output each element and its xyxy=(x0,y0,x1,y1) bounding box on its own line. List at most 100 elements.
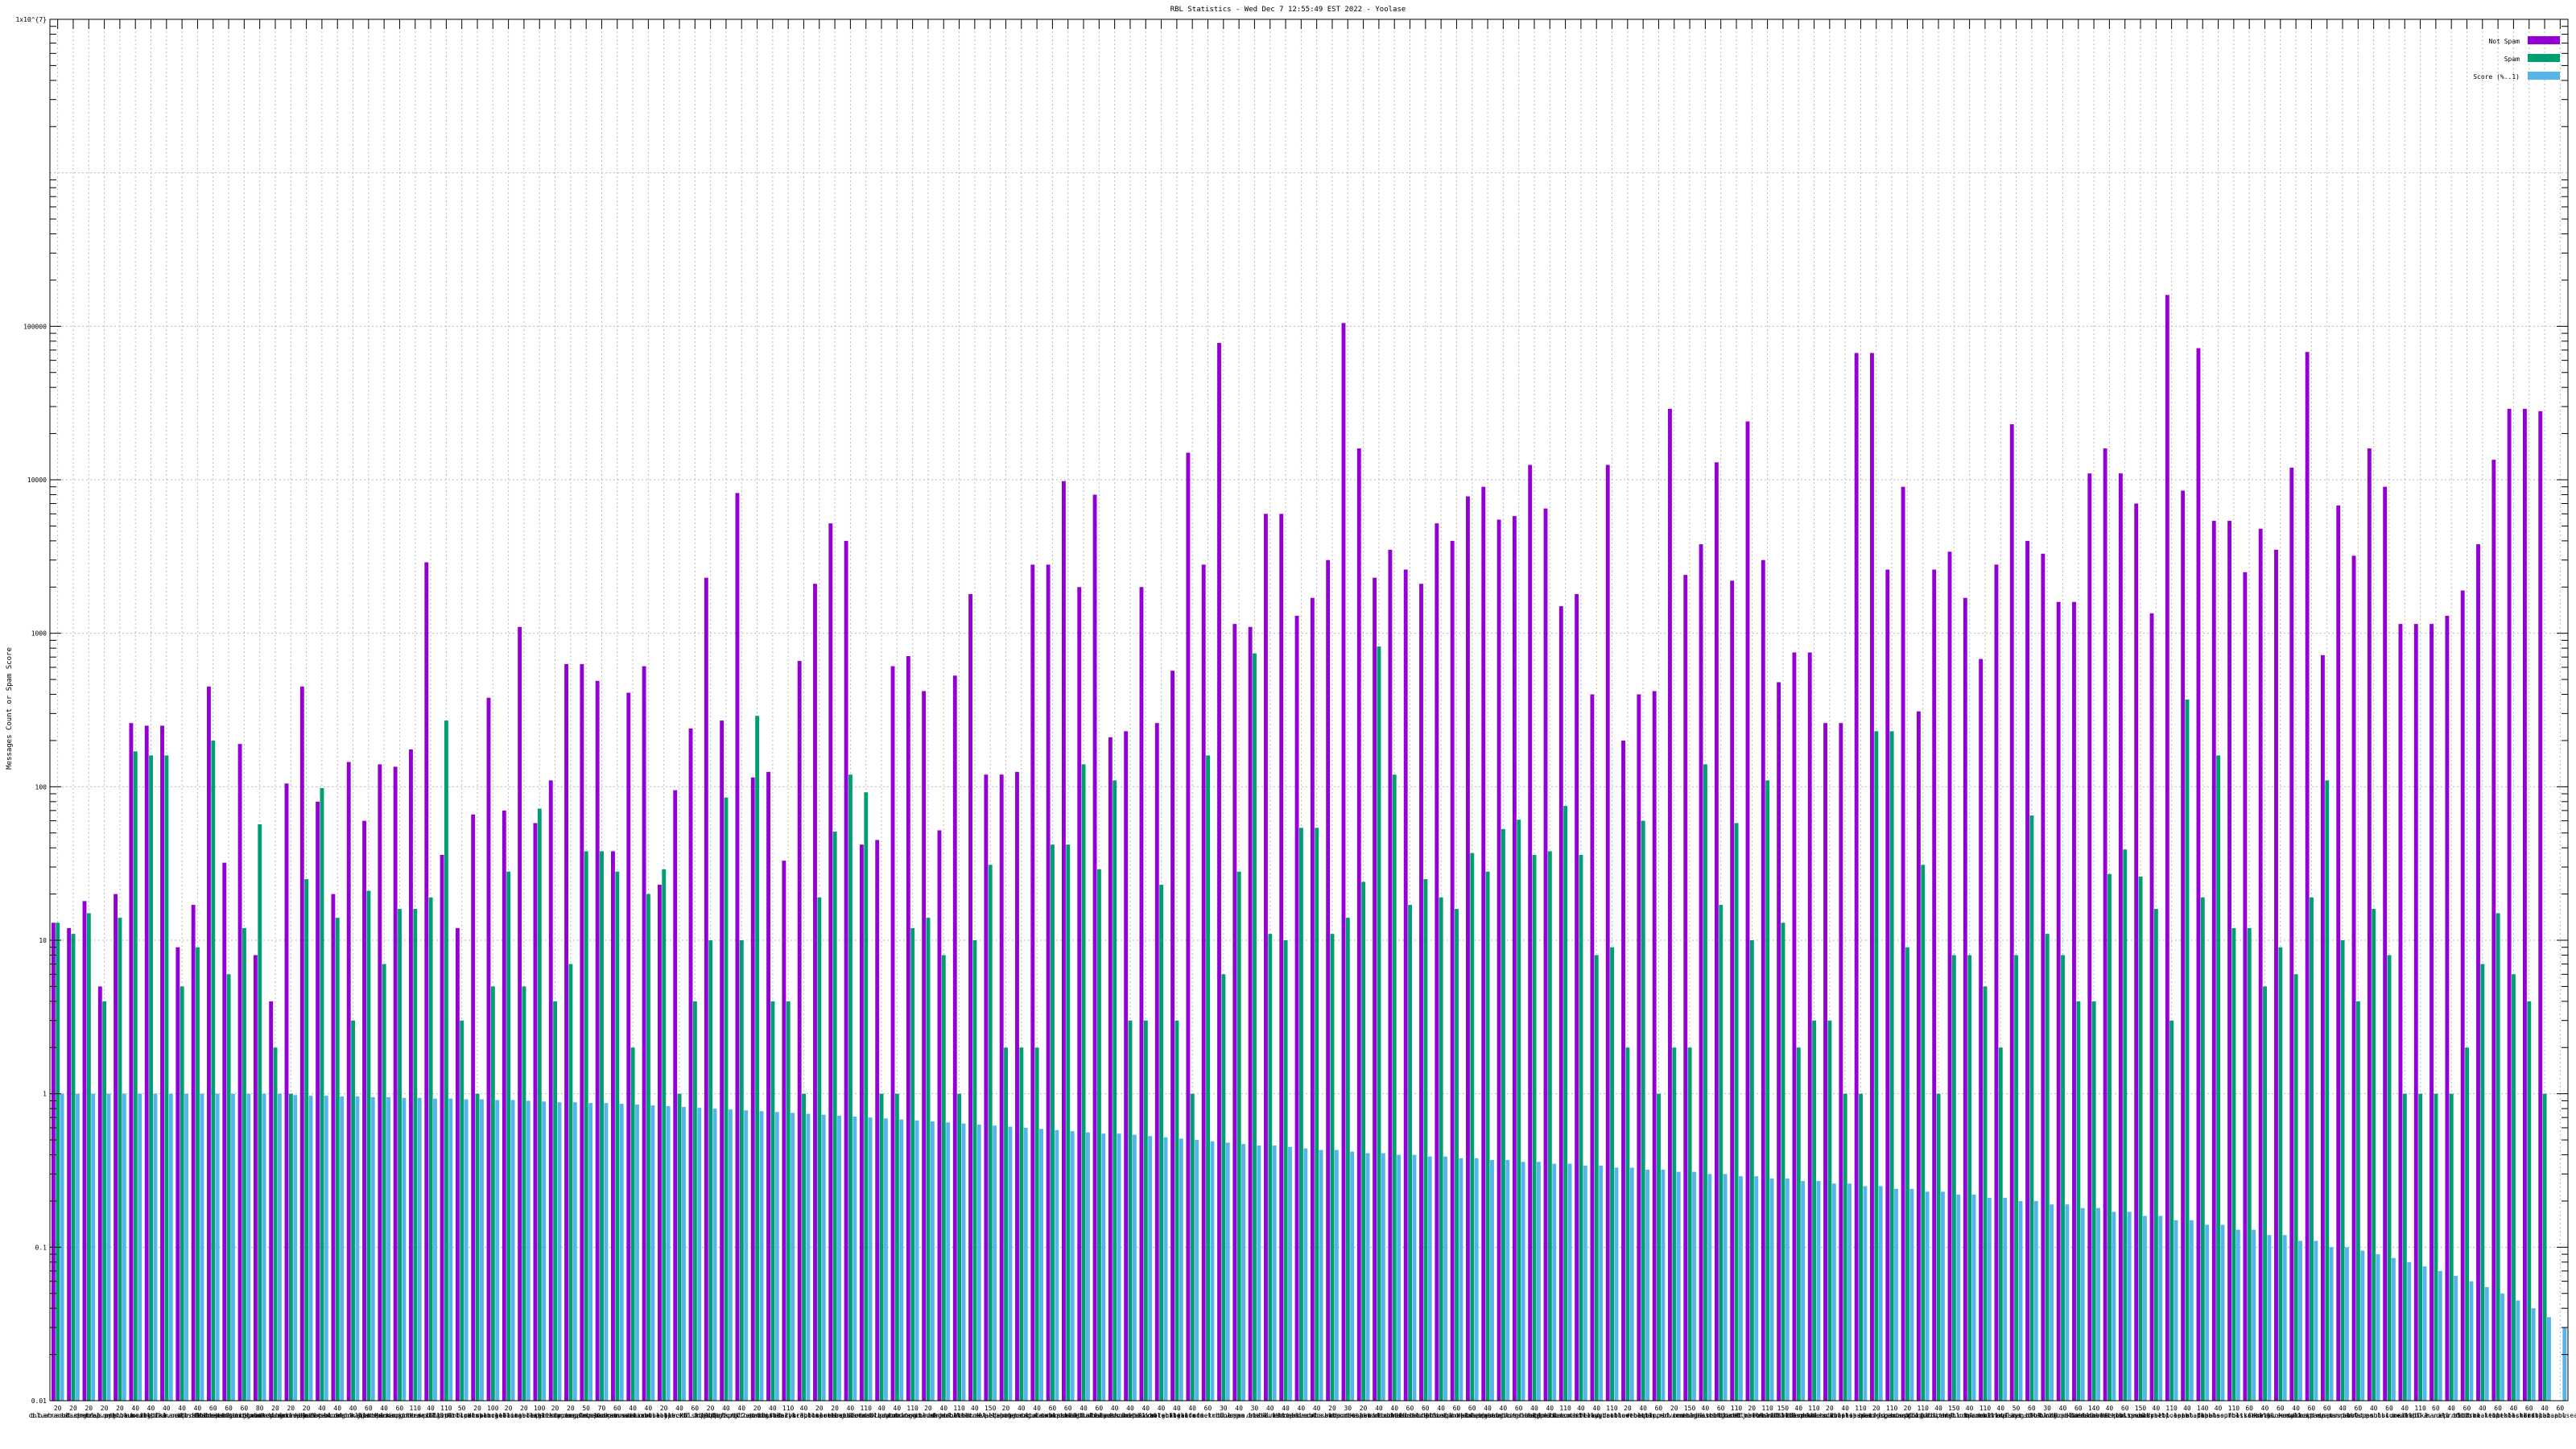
plot-frame xyxy=(49,19,2569,1402)
bar-score-1- xyxy=(1676,1171,1681,1401)
bar-not-spam xyxy=(440,854,444,1401)
bar-score-1- xyxy=(619,1104,624,1401)
bar-score-1- xyxy=(340,1096,345,1401)
x-category-label: 110 bl.mav.com.br xyxy=(1789,1405,1839,1419)
bar-spam xyxy=(522,986,526,1401)
x-category-label: 20 spamsources.fabel.dk xyxy=(532,1405,610,1419)
bar-spam xyxy=(1236,871,1241,1401)
x-category-label: 40 spam.spamrats xyxy=(2318,1405,2368,1419)
x-category-label: 20 bl.spamcop.net xyxy=(62,1405,117,1419)
x-category-label-line: 20 xyxy=(815,1405,824,1412)
x-category-label: 60 rbl.schulte xyxy=(2228,1405,2271,1419)
bar-score-1- xyxy=(774,1112,779,1401)
bar-spam xyxy=(320,788,324,1401)
bar-not-spam xyxy=(1030,564,1035,1402)
bar-score-1- xyxy=(1241,1144,1245,1401)
x-category-label-line: 60 xyxy=(691,1405,699,1412)
bar-not-spam xyxy=(1310,597,1315,1401)
bar-not-spam xyxy=(657,885,662,1401)
bar-not-spam xyxy=(2538,411,2543,1401)
x-category-label-line: spam.wytnij.to xyxy=(1880,1412,1935,1419)
bar-not-spam xyxy=(471,814,476,1401)
bar-score-1- xyxy=(993,1125,997,1401)
bar-score-1- xyxy=(2376,1254,2380,1401)
x-category-label-line: bl.spamcop.net xyxy=(62,1412,117,1419)
x-category-label-line: 60 xyxy=(2385,1405,2393,1412)
x-category-label-line: dnsbl.cyberlogic.net xyxy=(858,1412,936,1419)
x-category-label: 110 spam.olsentech.net xyxy=(1530,1405,1600,1419)
bar-not-spam xyxy=(207,686,211,1401)
bar-spam xyxy=(1408,905,1413,1401)
x-category-label-line: spamrbl.imp.ch xyxy=(357,1412,411,1419)
x-category-label-line: 20 xyxy=(660,1405,668,1412)
bar-not-spam xyxy=(1124,731,1129,1401)
x-category-label: 80 backscatter.spameatingmonkey.net xyxy=(198,1405,322,1419)
y-tick-label: 10 xyxy=(39,937,47,944)
bar-score-1- xyxy=(2360,1250,2365,1401)
bar-not-spam xyxy=(1605,464,1610,1401)
bar-not-spam xyxy=(1388,549,1393,1401)
bar-score-1- xyxy=(712,1108,717,1401)
x-category-label-line: 110 xyxy=(1731,1405,1743,1412)
bar-spam xyxy=(1579,854,1583,1401)
x-category-label-line: 40 xyxy=(769,1405,777,1412)
x-category-label-line: 40 xyxy=(722,1405,730,1412)
x-category-label-line: 30 xyxy=(1344,1405,1352,1412)
y-tick-label: 0.1 xyxy=(35,1244,47,1251)
x-category-label-line: ix.dnsbl.manitu.net xyxy=(130,1412,204,1419)
x-category-label-line: 40 xyxy=(939,1405,947,1412)
x-category-label-line: 110 xyxy=(1979,1405,1992,1412)
bar-spam xyxy=(1921,865,1926,1401)
x-category-label: 40 dnsbl.zapbl.net xyxy=(697,1405,755,1419)
x-category-label-line: dnsbl.spfbl xyxy=(2197,1412,2240,1419)
bar-spam xyxy=(1874,731,1879,1401)
x-category-label-line: 40 xyxy=(1080,1405,1088,1412)
x-category-label-line: 60 xyxy=(241,1405,249,1412)
x-category-label-line: cblplus.anti-spam.org.cn xyxy=(1830,1412,1923,1419)
x-category-label-line: 20 xyxy=(1624,1405,1632,1412)
bar-not-spam xyxy=(2351,555,2356,1402)
x-category-label-line: spamrbl.imp xyxy=(1963,1412,2006,1419)
bar-not-spam xyxy=(114,894,118,1401)
bar-not-spam xyxy=(937,830,942,1401)
x-category-label-line: 40 xyxy=(800,1405,808,1412)
x-category-label: 40 dnsbl.webequipped.com xyxy=(1603,1405,1684,1419)
x-category-label-line: spam.pedantic.org xyxy=(476,1412,542,1419)
x-category-label-line: socks.dnsbl.sorbs.net xyxy=(1338,1412,1419,1419)
bar-spam xyxy=(2247,927,2252,1401)
bar-not-spam xyxy=(1373,577,1377,1401)
bar-spam xyxy=(1034,1047,1039,1401)
bar-score-1- xyxy=(1956,1195,1961,1401)
bar-score-1- xyxy=(1645,1170,1650,1401)
x-category-label-line: rbl.efnetrbl.org xyxy=(1177,1412,1239,1419)
bar-score-1- xyxy=(1769,1179,1774,1401)
x-category-label: 40 dnsbl-1.uceprotect.net xyxy=(139,1405,225,1419)
x-category-label-line: 60 xyxy=(1422,1405,1430,1412)
x-category-label-line: 20 xyxy=(1748,1405,1756,1412)
bar-spam xyxy=(226,974,231,1401)
x-category-label: 40 dnsbl.spfbl xyxy=(2197,1405,2240,1419)
y-tick-label: 100 xyxy=(35,783,47,791)
x-category-label-line: all.s5h xyxy=(2438,1412,2465,1419)
bar-spam xyxy=(2153,909,2158,1401)
bar-spam xyxy=(1345,918,1350,1401)
bar-not-spam xyxy=(2009,424,2014,1402)
bar-score-1- xyxy=(1397,1154,1402,1401)
bar-score-1- xyxy=(153,1093,158,1401)
x-category-label: 40 cblless.anti-spam.org.cn xyxy=(1798,1405,1892,1419)
x-category-label-line: ix.dnsbl.manitu xyxy=(2391,1412,2449,1419)
x-category-label-line: dnsbl.njabl.org xyxy=(1894,1412,1952,1419)
bar-spam xyxy=(444,720,448,1401)
bar-not-spam xyxy=(1232,624,1237,1401)
x-category-label-line: 40 xyxy=(2447,1405,2455,1412)
x-category-label-line: bl.drmx xyxy=(2454,1412,2481,1419)
bar-not-spam xyxy=(797,661,802,1401)
bar-not-spam xyxy=(2289,467,2294,1401)
bar-score-1- xyxy=(1070,1131,1075,1401)
legend-label: Score (%..1) xyxy=(2473,73,2520,80)
x-category-label-line: 60 xyxy=(365,1405,373,1412)
x-category-label: 40 bl.technovision.dk xyxy=(1966,1405,2036,1419)
x-category-label-line: dnsbl-1.uceprotect xyxy=(2401,1412,2471,1419)
bar-not-spam xyxy=(362,820,366,1401)
x-category-label-line: 20 xyxy=(1826,1405,1834,1412)
